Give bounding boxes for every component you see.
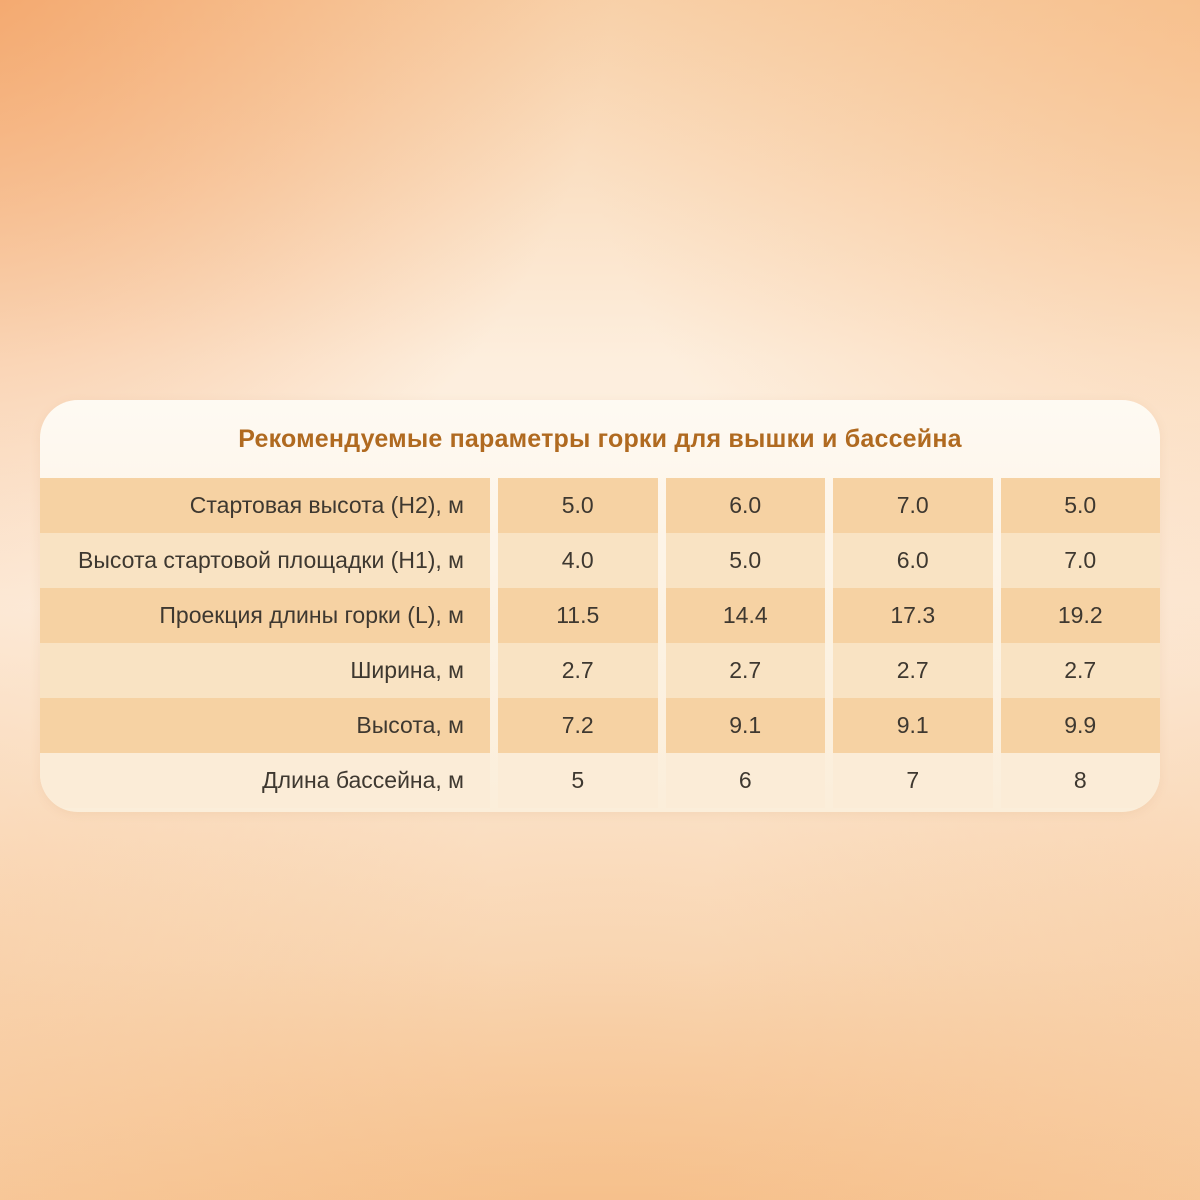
value-cell: 7.2 [498, 698, 658, 753]
table-row: Ширина, м 2.7 2.7 2.7 2.7 [40, 643, 1160, 698]
parameters-table: Стартовая высота (H2), м 5.0 6.0 7.0 5.0… [40, 478, 1160, 808]
value-cell: 2.7 [1000, 643, 1160, 698]
value-cell: 7.0 [833, 478, 993, 533]
value-cell: 19.2 [1000, 588, 1160, 643]
row-label: Стартовая высота (H2), м [40, 478, 490, 533]
value-cell: 5.0 [1000, 478, 1160, 533]
value-cell: 5.0 [665, 533, 825, 588]
row-label: Длина бассейна, м [40, 753, 490, 808]
value-cell: 2.7 [665, 643, 825, 698]
value-cell: 6.0 [833, 533, 993, 588]
row-label: Ширина, м [40, 643, 490, 698]
table-row: Высота, м 7.2 9.1 9.1 9.9 [40, 698, 1160, 753]
table-row: Высота стартовой площадки (H1), м 4.0 5.… [40, 533, 1160, 588]
table-row: Длина бассейна, м 5 6 7 8 [40, 753, 1160, 808]
table-row: Стартовая высота (H2), м 5.0 6.0 7.0 5.0 [40, 478, 1160, 533]
value-cell: 6.0 [665, 478, 825, 533]
value-cell: 9.1 [665, 698, 825, 753]
value-cell: 14.4 [665, 588, 825, 643]
parameters-card: Рекомендуемые параметры горки для вышки … [40, 400, 1160, 812]
value-cell: 17.3 [833, 588, 993, 643]
table-row: Проекция длины горки (L), м 11.5 14.4 17… [40, 588, 1160, 643]
value-cell: 2.7 [498, 643, 658, 698]
value-cell: 2.7 [833, 643, 993, 698]
value-cell: 9.1 [833, 698, 993, 753]
row-label: Проекция длины горки (L), м [40, 588, 490, 643]
value-cell: 11.5 [498, 588, 658, 643]
row-label: Высота стартовой площадки (H1), м [40, 533, 490, 588]
value-cell: 4.0 [498, 533, 658, 588]
value-cell: 9.9 [1000, 698, 1160, 753]
value-cell: 6 [665, 753, 825, 808]
value-cell: 5 [498, 753, 658, 808]
value-cell: 7 [833, 753, 993, 808]
row-label: Высота, м [40, 698, 490, 753]
value-cell: 8 [1000, 753, 1160, 808]
table-title: Рекомендуемые параметры горки для вышки … [238, 424, 962, 453]
value-cell: 7.0 [1000, 533, 1160, 588]
value-cell: 5.0 [498, 478, 658, 533]
